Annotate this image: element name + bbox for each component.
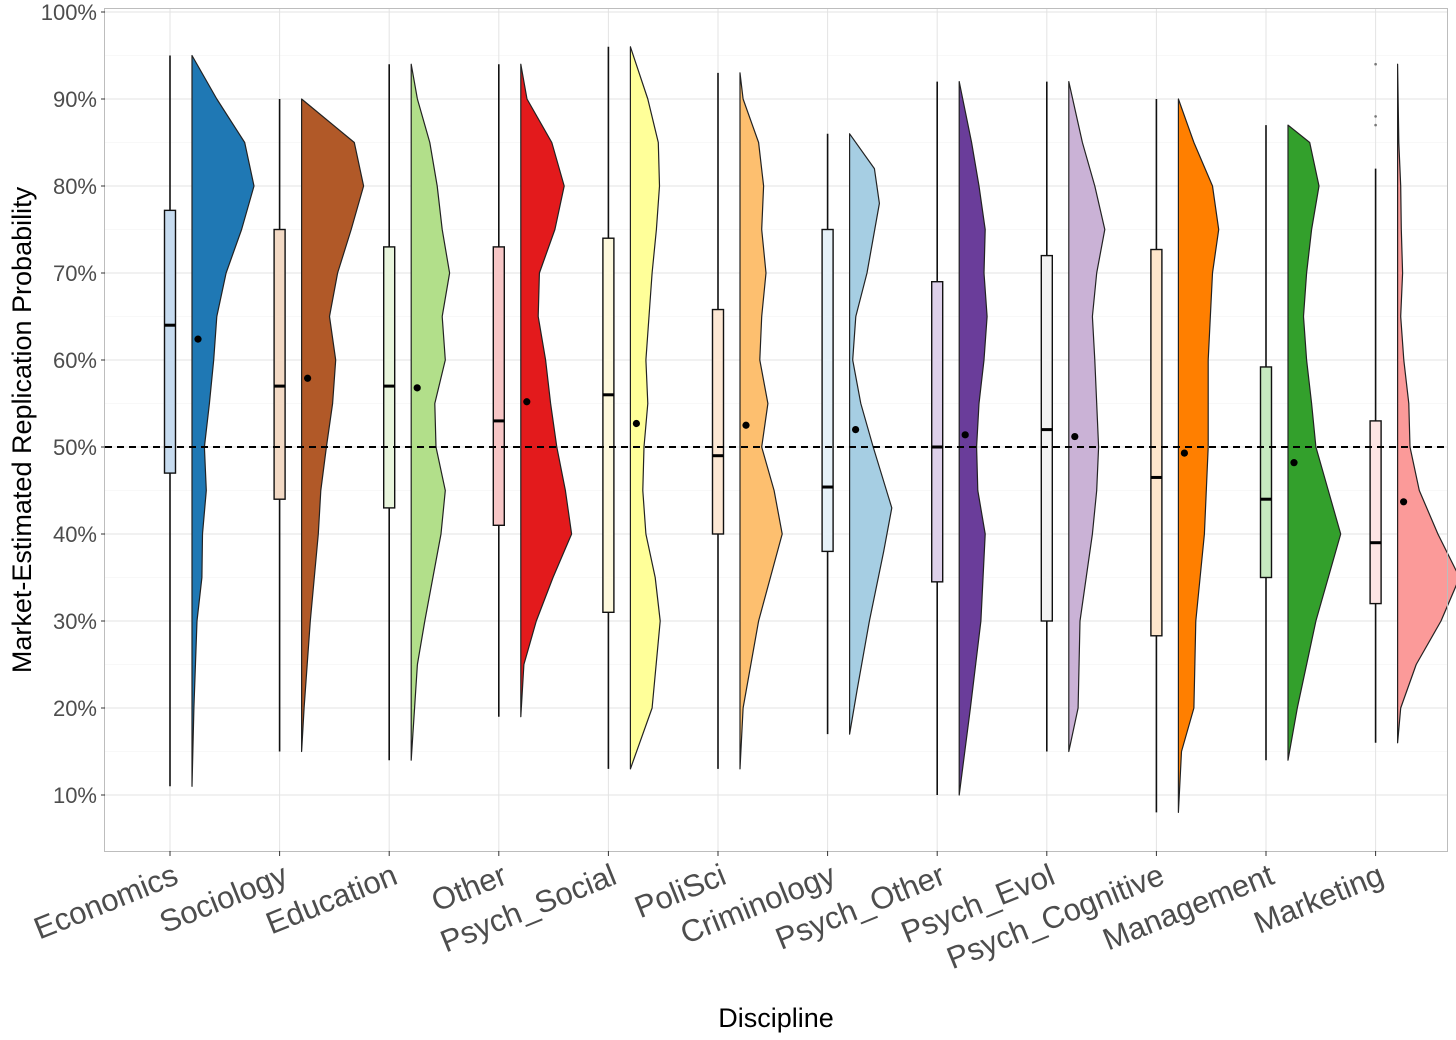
outlier-point [1374, 62, 1377, 66]
violin-psych-other [958, 81, 988, 796]
mean-point [413, 384, 421, 392]
box [163, 209, 177, 474]
box [1259, 366, 1273, 579]
mean-point [852, 426, 860, 434]
y-tick-label: 70% [53, 261, 97, 286]
mean-point [1400, 498, 1408, 506]
y-tick-label: 60% [53, 348, 97, 373]
box [821, 228, 834, 553]
box [1369, 420, 1382, 605]
mean-point [1180, 449, 1188, 457]
box [1150, 248, 1163, 637]
y-tick-label: 30% [53, 609, 97, 634]
violin-psych-cognitive [1177, 98, 1220, 813]
plot-panel-border [104, 8, 1448, 852]
y-tick-label: 100% [41, 0, 97, 25]
violin-psych-social [629, 46, 661, 770]
x-axis-title: Discipline [718, 1003, 834, 1033]
mean-point [632, 419, 641, 428]
violin-education [410, 63, 451, 761]
y-tick-label: 90% [53, 87, 97, 112]
y-axis: 10% 20% 30% 40% 50% 60% 70% 80% 90% 100% [41, 0, 105, 808]
y-tick-label: 50% [53, 435, 97, 460]
y-tick-label: 10% [53, 783, 97, 808]
box [492, 246, 505, 526]
y-tick-label: 20% [53, 696, 97, 721]
box [383, 246, 396, 509]
y-tick-label: 40% [53, 522, 97, 547]
outlier-point [1374, 123, 1377, 127]
violin-layer [191, 46, 1456, 813]
mean-point [194, 335, 202, 343]
violin-psych-evol [1068, 81, 1106, 753]
y-tick-label: 80% [53, 174, 97, 199]
box [602, 237, 615, 614]
mean-point [961, 431, 969, 439]
boxplot-layer [163, 46, 1408, 813]
violin-polisci [739, 72, 783, 770]
mean-point [1071, 432, 1079, 441]
outlier-point [1374, 115, 1377, 118]
violin-marketing [1397, 63, 1456, 744]
box [931, 281, 944, 583]
violin-sociology [301, 98, 365, 753]
y-axis-title: Market-Estimated Replication Probability [7, 186, 37, 673]
box [711, 308, 725, 535]
violin-economics [191, 54, 255, 787]
violin-criminology [849, 133, 893, 735]
mean-point [1290, 459, 1298, 467]
box [1040, 254, 1054, 622]
mean-point [523, 398, 531, 406]
violin-other [520, 63, 573, 718]
violin-management [1287, 124, 1342, 761]
box [273, 228, 286, 500]
mean-point [304, 374, 312, 382]
mean-point [742, 421, 750, 429]
